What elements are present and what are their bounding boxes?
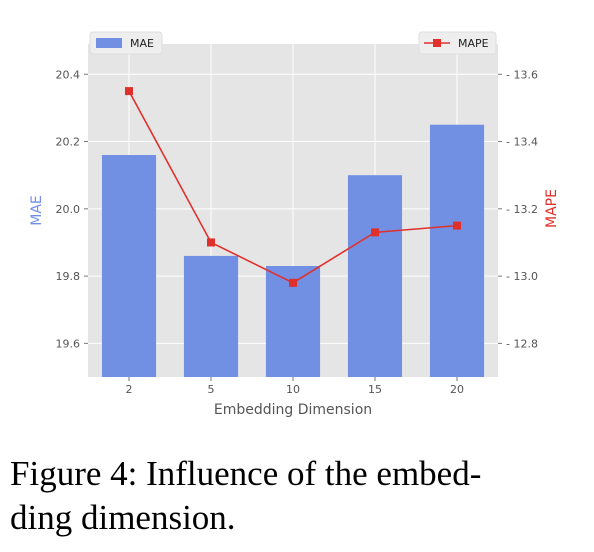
- mape-marker: [125, 87, 133, 96]
- legend-mae: MAE: [89, 31, 163, 55]
- right-tick-label: - 12.8: [506, 337, 538, 350]
- legend-mape-marker: [433, 39, 441, 47]
- right-tick-label: - 13.2: [506, 203, 538, 216]
- left-tick-label: 19.8: [56, 270, 81, 283]
- mae-bar: [429, 124, 485, 378]
- caption-line-2: ding dimension.: [10, 498, 236, 537]
- left-tick-label: 19.6: [56, 337, 81, 350]
- legend-mape-box: [418, 31, 497, 55]
- x-tick-label: 10: [286, 383, 300, 396]
- right-tick-label: - 13.4: [506, 136, 538, 149]
- mae-bar: [347, 175, 403, 377]
- mape-line: [125, 87, 461, 287]
- legend-mape: MAPE: [418, 31, 497, 55]
- legend-mae-label: MAE: [130, 37, 154, 50]
- caption-line-1: Figure 4: Influence of the embed-: [10, 454, 482, 493]
- x-tick-label: 2: [126, 383, 133, 396]
- mae-bar: [183, 255, 239, 377]
- x-axis-ticks: 2 5 10 15 20: [126, 377, 464, 396]
- mape-marker: [207, 238, 215, 247]
- mape-marker: [371, 228, 379, 237]
- chart: 19.619.820.020.220.4 - 12.8- 13.0- 13.2-…: [29, 31, 560, 418]
- x-tick-label: 20: [450, 383, 464, 396]
- x-axis-label: Embedding Dimension: [214, 402, 372, 418]
- right-axis-ticks: - 12.8 - 13.0 - 13.2 - 13.4 - 13.6: [498, 68, 538, 350]
- legend-mape-label: MAPE: [458, 37, 489, 50]
- legend-mae-swatch: [96, 38, 122, 48]
- x-tick-label: 15: [368, 383, 382, 396]
- left-tick-label: 20.2: [56, 136, 81, 149]
- left-tick-label: 20.4: [56, 68, 81, 81]
- left-tick-label: 20.0: [56, 203, 81, 216]
- mape-marker: [289, 278, 297, 287]
- mae-bar: [101, 155, 157, 377]
- legend-mae-box: [89, 31, 163, 55]
- right-tick-label: - 13.6: [506, 68, 538, 81]
- right-tick-label: - 13.0: [506, 270, 538, 283]
- y-axis-right-label: MAPE: [544, 189, 560, 228]
- left-axis-ticks: 19.6 19.8 20.0 20.2 20.4: [56, 68, 88, 350]
- x-tick-label: 5: [208, 383, 215, 396]
- figure-caption: Figure 4: Influence of the embed- ding d…: [10, 452, 590, 540]
- mape-marker: [453, 221, 461, 230]
- y-axis-left-label: MAE: [29, 195, 45, 226]
- mae-bars: [101, 124, 485, 378]
